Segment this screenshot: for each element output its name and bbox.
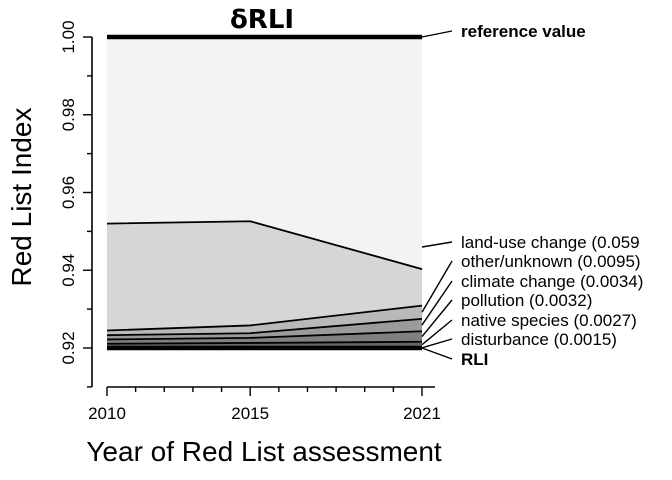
legend-series-3-leader — [421, 299, 453, 337]
x-tick-label: 2010 — [88, 404, 126, 423]
bands-layer — [107, 37, 422, 348]
legend-series-1-leader — [421, 260, 453, 313]
lines-layer — [106, 34, 423, 351]
legend-layer: reference value land-use change (0.059oth… — [421, 22, 643, 369]
legend-series-5-leader — [421, 338, 453, 349]
legend-series-3-label: pollution (0.0032) — [461, 291, 592, 310]
legend-series-2-leader — [421, 280, 453, 326]
band-line-4 — [106, 340, 423, 345]
legend-rli-leader — [421, 347, 453, 360]
legend-series-2-label: climate change (0.0034) — [461, 272, 643, 291]
y-tick-label: 0.96 — [59, 176, 78, 209]
x-axis-title: Year of Red List assessment — [86, 436, 442, 467]
legend-reference-label: reference value — [461, 22, 586, 41]
band-line-0 — [106, 220, 423, 270]
legend-rli-label: RLI — [461, 350, 488, 369]
legend-series-0-label: land-use change (0.059 — [461, 233, 640, 252]
legend-series-5-label: disturbance (0.0015) — [461, 330, 617, 349]
axes-layer: 0.92 0.94 0.96 0.98 1.00 2010 2015 2021 — [59, 20, 441, 423]
legend-series-0-leader — [421, 241, 453, 248]
band-line-1 — [106, 304, 423, 332]
y-tick-label: 0.98 — [59, 98, 78, 131]
legend-series-4-leader — [421, 319, 453, 346]
x-tick-label: 2015 — [231, 404, 269, 423]
legend-series-1-label: other/unknown (0.0095) — [461, 252, 641, 271]
band-0 — [107, 221, 422, 331]
y-tick-label: 1.00 — [59, 20, 78, 53]
chart-title: δRLI — [230, 5, 294, 35]
y-axis-title: Red List Index — [6, 108, 37, 287]
legend-series-4-label: native species (0.0027) — [461, 311, 637, 330]
x-tick-label: 2021 — [403, 404, 441, 423]
y-tick-label: 0.92 — [59, 331, 78, 364]
y-tick-label: 0.94 — [59, 254, 78, 287]
reference-gap-band — [107, 37, 422, 270]
band-line-3 — [106, 330, 423, 341]
band-line-2 — [106, 317, 423, 337]
legend-reference-leader — [421, 30, 453, 38]
